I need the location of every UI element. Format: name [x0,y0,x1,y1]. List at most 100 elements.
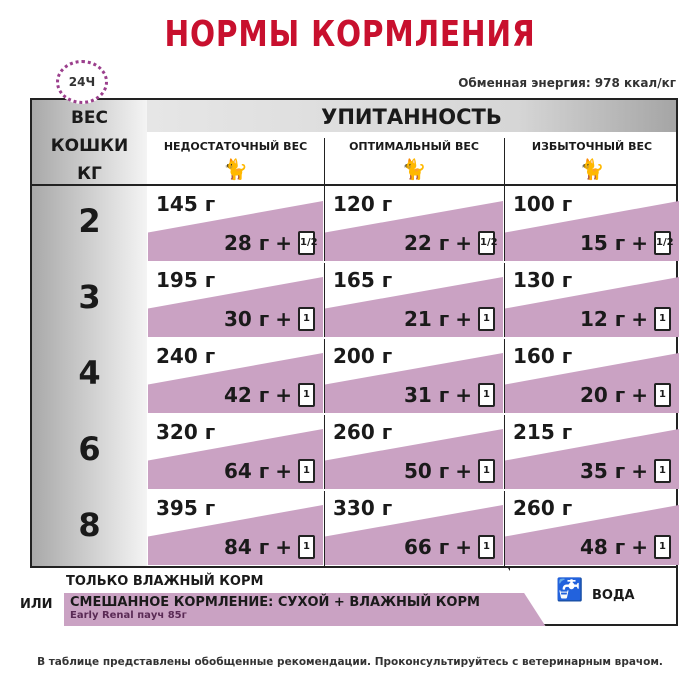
dry-with-wet-amount: 64 г [223,459,270,483]
wet-amount-group: 12 г +1 [580,307,671,331]
cat-icon: 🐈 [401,157,427,181]
pouch-icon: 1 [298,307,315,331]
weight-header-line: КОШКИ [50,136,129,156]
feeding-table: ВЕС КОШКИ КГ УПИТАННОСТЬ НЕДОСТАТОЧНЫЙ В… [30,98,680,568]
dry-with-wet-amount: 22 г [403,231,450,255]
water-box: 🚰 ВОДА [508,568,678,626]
dry-amount: 165 г [333,268,393,292]
energy-label: Обменная энергия: 978 ккал/кг [458,76,676,90]
legend-mixed: СМЕШАННОЕ КОРМЛЕНИЕ: СУХОЙ + ВЛАЖНЫЙ КОР… [70,595,480,610]
dry-amount: 215 г [513,420,573,444]
column-label: ИЗБЫТОЧНЫЙ ВЕС [531,140,653,153]
plus-sign: + [631,535,648,559]
dry-with-wet-amount: 15 г [579,231,626,255]
table-cell: 240 г 42 г +1 [148,338,323,413]
dry-amount: 260 г [513,496,573,520]
dry-with-wet-amount: 28 г [223,231,270,255]
plus-sign: + [631,459,648,483]
row-divider [147,413,676,415]
pouch-icon: 1 [298,459,315,483]
plus-sign: + [455,459,472,483]
pouch-icon: 1/2 [478,231,498,255]
plus-sign: + [455,231,472,255]
clock-24h-icon: 24Ч [56,60,108,104]
plus-sign: + [455,383,472,407]
header-divider [32,184,676,186]
dry-with-wet-amount: 66 г [403,535,450,559]
clock-label: 24Ч [66,75,98,89]
water-tap-icon: 🚰 [556,578,584,603]
table-cell: 200 г 31 г +1 [325,338,503,413]
row-divider [147,489,676,491]
plus-sign: + [275,307,292,331]
dry-with-wet-amount: 30 г [223,307,270,331]
legend-product: Early Renal пауч 85г [70,610,187,621]
plus-sign: + [275,231,292,255]
table-cell: 130 г 12 г +1 [505,262,679,337]
pouch-icon: 1 [298,383,315,407]
plus-sign: + [631,231,648,255]
pouch-icon: 1 [478,307,495,331]
dry-amount: 395 г [156,496,216,520]
plus-sign: + [631,307,648,331]
table-cell: 330 г 66 г +1 [325,490,503,565]
plus-sign: + [275,459,292,483]
dry-with-wet-amount: 84 г [223,535,270,559]
row-divider [147,261,676,263]
column-header: НЕДОСТАТОЧНЫЙ ВЕС 🐈 [147,132,324,184]
pouch-icon: 1 [478,383,495,407]
dry-with-wet-amount: 20 г [579,383,626,407]
pouch-icon: 1 [298,535,315,559]
pouch-icon: 1 [654,307,671,331]
dry-amount: 130 г [513,268,573,292]
dry-with-wet-amount: 21 г [403,307,450,331]
column-divider [504,138,505,566]
wet-amount-group: 30 г +1 [224,307,315,331]
wet-amount-group: 42 г +1 [224,383,315,407]
dry-amount: 320 г [156,420,216,444]
wet-amount-group: 50 г +1 [404,459,495,483]
condition-header: УПИТАННОСТЬ [321,105,502,129]
table-cell: 160 г 20 г +1 [505,338,679,413]
pouch-icon: 1 [654,383,671,407]
condition-header-band: УПИТАННОСТЬ [147,100,676,132]
dry-amount: 200 г [333,344,393,368]
table-cell: 195 г 30 г +1 [148,262,323,337]
plus-sign: + [275,383,292,407]
weight-value: 6 [78,430,101,468]
wet-amount-group: 31 г +1 [404,383,495,407]
dry-with-wet-amount: 35 г [579,459,626,483]
weight-value: 8 [78,506,101,544]
weight-header-line: КГ [77,164,102,184]
row-divider [147,337,676,339]
pouch-icon: 1 [654,459,671,483]
weight-value: 3 [78,278,101,316]
wet-amount-group: 35 г +1 [580,459,671,483]
wet-amount-group: 84 г +1 [224,535,315,559]
dry-amount: 120 г [333,192,393,216]
dry-amount: 240 г [156,344,216,368]
pouch-icon: 1/2 [298,231,318,255]
cat-icon: 🐈 [579,157,605,181]
wet-amount-group: 48 г +1 [580,535,671,559]
dry-amount: 330 г [333,496,393,520]
wet-amount-group: 15 г +1/2 [579,231,674,255]
weight-header: ВЕС КОШКИ КГ [32,104,147,188]
plus-sign: + [275,535,292,559]
legend-mixed-band: СМЕШАННОЕ КОРМЛЕНИЕ: СУХОЙ + ВЛАЖНЫЙ КОР… [64,593,546,626]
weight-value: 4 [78,354,101,392]
table-cell: 320 г 64 г +1 [148,414,323,489]
column-header: ИЗБЫТОЧНЫЙ ВЕС 🐈 [504,132,680,184]
wet-amount-group: 20 г +1 [580,383,671,407]
legend-only-wet: ТОЛЬКО ВЛАЖНЫЙ КОРМ [66,574,264,589]
dry-with-wet-amount: 12 г [579,307,626,331]
water-label: ВОДА [592,588,635,603]
pouch-icon: 1 [478,459,495,483]
plus-sign: + [455,535,472,559]
weight-header-line: ВЕС [70,108,109,128]
wet-amount-group: 66 г +1 [404,535,495,559]
page-title: НОРМЫ КОРМЛЕНИЯ [164,14,536,55]
dry-amount: 100 г [513,192,573,216]
table-cell: 100 г 15 г +1/2 [505,186,679,261]
table-cell: 215 г 35 г +1 [505,414,679,489]
